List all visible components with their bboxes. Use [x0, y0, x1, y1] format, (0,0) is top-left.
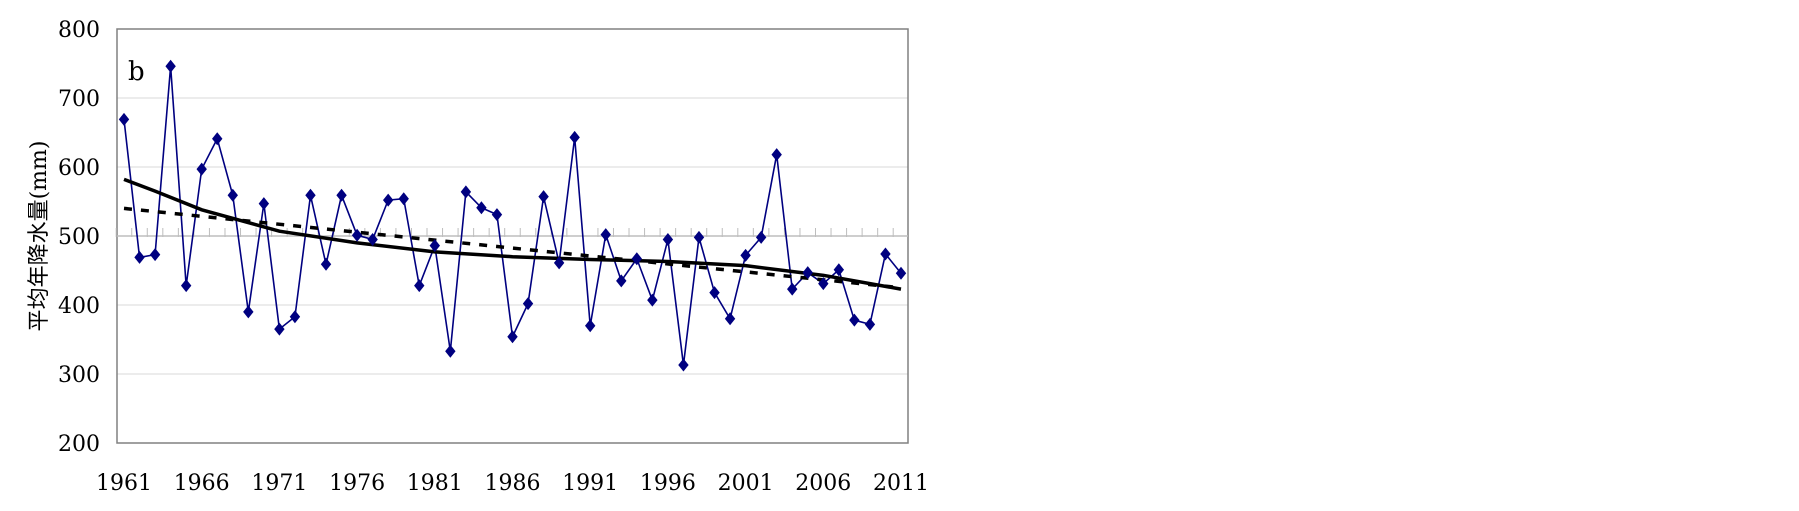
data-point-1973: [305, 188, 316, 202]
data-point-1983: [460, 185, 472, 199]
panel-label: b: [128, 57, 145, 87]
data-point-2009: [864, 317, 876, 331]
x-tick-label: 1996: [640, 471, 696, 496]
data-point-1967: [212, 132, 223, 146]
data-point-1995: [647, 293, 658, 307]
data-point-2008: [849, 313, 860, 327]
y-tick-label: 500: [58, 225, 100, 250]
data-point-2005: [802, 266, 813, 280]
data-point-1962: [134, 250, 145, 264]
series-line-smoothed-trend: [123, 177, 902, 291]
data-point-1961: [118, 112, 130, 126]
data-point-1963: [149, 248, 161, 262]
data-point-1986: [507, 330, 518, 344]
data-point-2001: [740, 248, 751, 262]
data-point-1966: [196, 162, 207, 176]
data-point-2004: [787, 282, 798, 296]
y-tick-label: 700: [58, 87, 100, 112]
data-point-1981: [429, 239, 440, 253]
data-point-2000: [724, 312, 736, 326]
data-point-2011: [895, 266, 907, 280]
data-point-1998: [693, 230, 705, 244]
data-point-1968: [227, 188, 238, 202]
series-layer: [118, 59, 907, 372]
data-point-1978: [382, 193, 394, 207]
x-tick-label: 1991: [562, 471, 618, 496]
x-tick-label: 2001: [718, 471, 774, 496]
data-point-2003: [771, 148, 782, 162]
y-tick-label: 400: [58, 294, 100, 319]
x-tick-label: 1966: [174, 471, 230, 496]
x-tick-label: 1961: [96, 471, 152, 496]
data-point-1977: [367, 232, 378, 246]
y-tick-label: 800: [58, 18, 100, 43]
y-tick-label: 200: [58, 432, 100, 457]
data-point-1988: [538, 190, 549, 204]
axes: [115, 28, 909, 444]
data-point-1965: [180, 279, 192, 293]
series-line-linear-trend: [123, 206, 902, 290]
x-tick-label: 2006: [795, 471, 851, 496]
data-point-1992: [600, 228, 611, 242]
x-tick-label: 1976: [329, 471, 385, 496]
data-point-1980: [414, 279, 425, 293]
x-tick-label: 2011: [873, 471, 929, 496]
data-point-1971: [274, 322, 285, 336]
data-point-1975: [336, 188, 347, 202]
data-point-1976: [351, 228, 363, 242]
data-point-1972: [289, 310, 301, 324]
data-point-1970: [258, 197, 270, 211]
data-point-1990: [569, 130, 580, 144]
x-tick-label: 1986: [485, 471, 541, 496]
series-line-annual-precipitation: [123, 66, 902, 366]
data-point-1974: [320, 257, 332, 271]
data-point-1993: [616, 274, 627, 288]
y-tick-label: 300: [58, 363, 100, 388]
data-point-1985: [491, 208, 503, 222]
data-point-1997: [678, 358, 689, 372]
data-point-1982: [445, 344, 456, 358]
data-point-1979: [398, 192, 409, 206]
data-point-1991: [585, 319, 596, 333]
data-point-1969: [243, 305, 254, 319]
data-point-1964: [165, 59, 176, 73]
x-tick-label: 1981: [407, 471, 463, 496]
data-point-1999: [709, 286, 720, 300]
tick-labels: 200 300 400 500 600 700 800 1961 1966 1971 1976 198…: [58, 18, 929, 496]
data-point-1984: [476, 201, 487, 215]
data-point-2010: [880, 247, 891, 261]
data-point-2006: [818, 277, 829, 291]
data-point-2002: [755, 230, 767, 244]
data-point-1994: [631, 252, 643, 266]
data-point-1989: [553, 256, 565, 270]
data-point-2007: [833, 263, 845, 277]
y-axis-title: 平均年降水量(mm): [27, 141, 52, 332]
data-point-1987: [522, 297, 534, 311]
data-point-1996: [662, 232, 674, 246]
x-tick-label: 1971: [251, 471, 307, 496]
y-tick-label: 600: [58, 156, 100, 181]
